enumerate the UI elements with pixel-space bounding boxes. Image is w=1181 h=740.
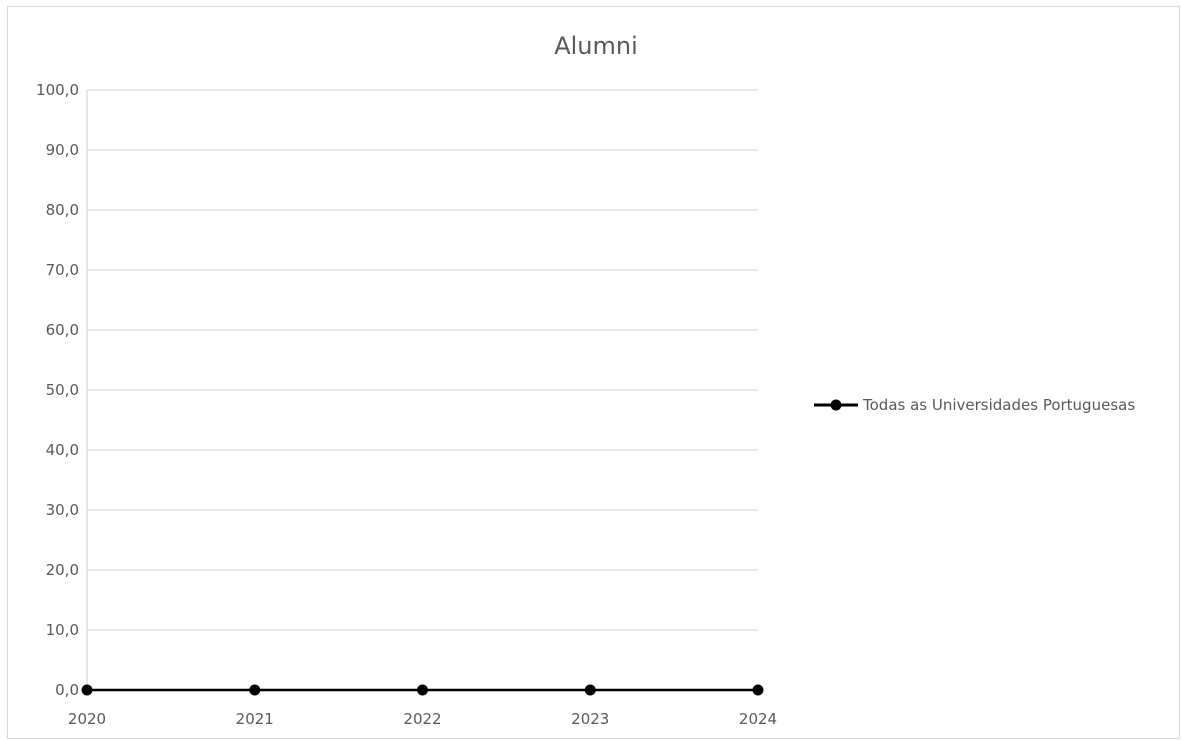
data-point [584,684,596,696]
y-tick-label: 100,0 [36,81,79,99]
y-tick-label: 30,0 [46,501,79,519]
x-tick-label: 2023 [571,710,609,728]
series-layer [81,684,764,696]
y-tick-label: 20,0 [46,561,79,579]
y-tick-label: 70,0 [46,261,79,279]
legend-point-marker [830,399,842,411]
legend: Todas as Universidades Portuguesas [814,396,1135,414]
x-axis: 2020 2021 2022 2023 2024 [68,710,777,728]
chart-frame [7,6,1180,739]
data-point [249,684,261,696]
x-tick-label: 2021 [236,710,274,728]
y-tick-label: 90,0 [46,141,79,159]
chart-title: Alumni [554,32,638,60]
y-tick-label: 0,0 [55,681,79,699]
x-tick-label: 2024 [739,710,777,728]
legend-label: Todas as Universidades Portuguesas [862,396,1135,414]
data-point [752,684,764,696]
x-tick-label: 2020 [68,710,106,728]
y-tick-label: 80,0 [46,201,79,219]
data-point [417,684,428,696]
y-tick-label: 40,0 [46,441,79,459]
gridlines [87,89,758,631]
data-point [81,684,93,696]
y-tick-label: 60,0 [46,321,79,339]
y-tick-label: 10,0 [46,621,79,639]
y-tick-label: 50,0 [46,381,79,399]
y-axis: 0,0 10,0 20,0 30,0 40,0 50,0 60,0 70,0 80,0 90,0 1… [36,81,88,699]
x-tick-label: 2022 [403,710,441,728]
